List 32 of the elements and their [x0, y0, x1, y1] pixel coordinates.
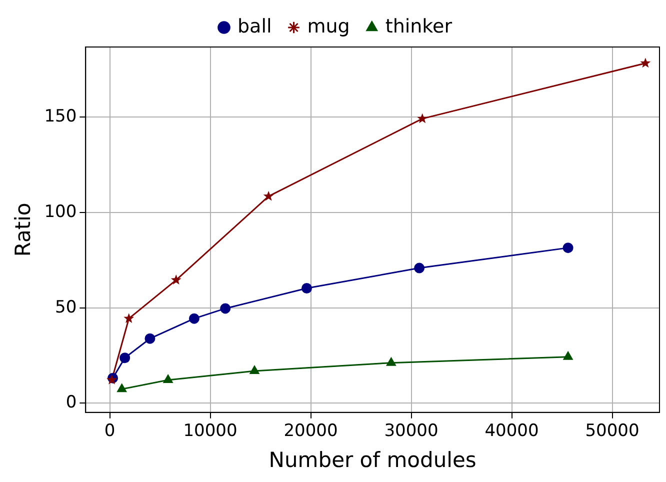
point — [263, 190, 274, 201]
x-tick-label: 30000 — [384, 421, 438, 442]
y-tick-label: 150 — [44, 106, 77, 127]
point — [170, 274, 182, 284]
point — [163, 374, 173, 383]
point — [562, 242, 574, 254]
point — [220, 303, 231, 314]
y-tick-label: 50 — [55, 297, 77, 318]
point — [386, 358, 396, 366]
x-tick-label: 10000 — [183, 421, 238, 442]
point — [417, 113, 428, 124]
point — [640, 58, 651, 68]
point — [563, 352, 573, 360]
x-tick-label: 50000 — [585, 421, 640, 442]
point — [124, 313, 134, 324]
y-tick-label: 100 — [44, 202, 77, 222]
point — [414, 262, 425, 274]
legend-label: ball — [237, 15, 272, 38]
point — [144, 333, 156, 344]
x-axis-title: Number of modules — [268, 448, 476, 472]
legend-label: thinker — [385, 15, 452, 38]
y-axis-title: Ratio — [11, 202, 36, 257]
x-tick-label: 20000 — [284, 421, 338, 442]
x-tick-label: 0 — [104, 421, 116, 442]
point — [188, 313, 200, 324]
point — [301, 283, 312, 294]
legend-label: mug — [307, 15, 350, 38]
x-tick-label: 40000 — [484, 421, 539, 442]
point — [120, 352, 130, 364]
y-tick-label: 0 — [66, 392, 77, 413]
point — [117, 384, 126, 392]
point — [250, 366, 260, 374]
